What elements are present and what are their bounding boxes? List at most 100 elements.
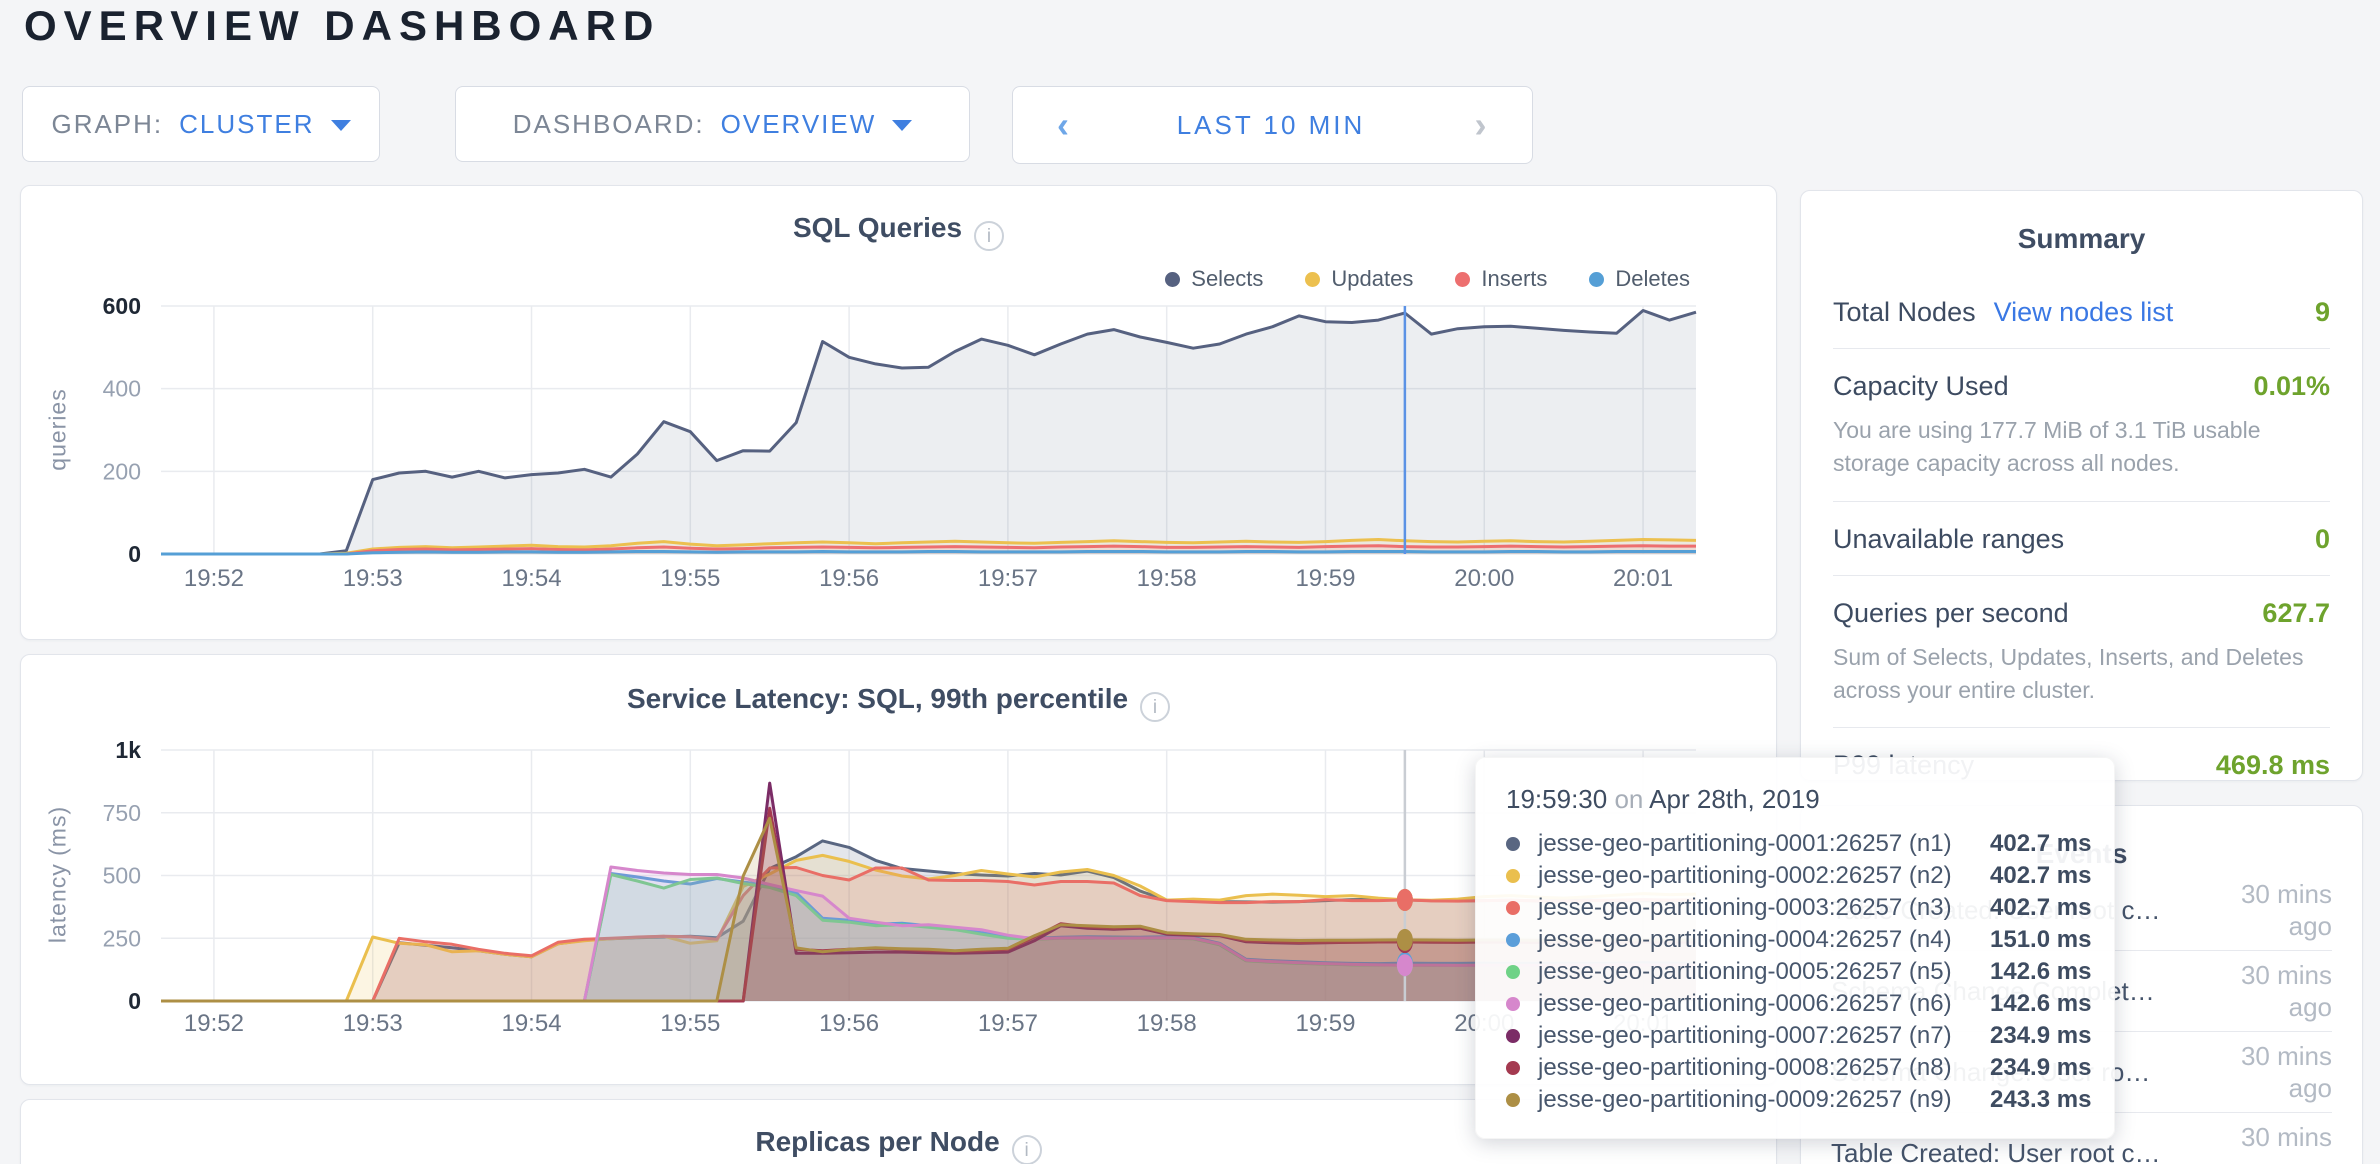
svg-text:600: 600 [103,293,141,319]
svg-text:400: 400 [103,376,141,402]
tooltip-row: jesse-geo-partitioning-0002:26257 (n2) 40… [1506,860,2114,892]
summary-value: 9 [2314,297,2330,327]
svg-text:500: 500 [103,863,141,889]
service-latency-chart-title: Service Latency: SQL, 99th percentile [626,683,1129,714]
tooltip-node-name: jesse-geo-partitioning-0007:26257 (n7) [1538,1022,1952,1049]
dashboard-dropdown-label: DASHBOARD: [512,108,705,139]
sql-queries-chart-title: SQL Queries [792,212,963,243]
legend-dot-icon [1165,271,1181,287]
tooltip-node-dot-icon [1506,997,1520,1011]
tooltip-node-dot-icon [1506,965,1520,979]
summary-row: Queries per second 627.7 Sum of Selects, U… [1833,576,2330,729]
legend-item: Selects [1165,266,1263,292]
svg-text:200: 200 [103,458,141,484]
summary-row-line: Queries per second 627.7 [1833,598,2330,629]
svg-text:250: 250 [103,925,141,951]
svg-text:0: 0 [128,541,141,567]
svg-text:19:57: 19:57 [978,1010,1038,1037]
legend-item: Deletes [1589,266,1690,292]
svg-text:19:54: 19:54 [501,1010,561,1037]
tooltip-node-value: 234.9 ms [1990,1022,2092,1049]
legend-dot-icon [1589,271,1605,287]
svg-text:19:58: 19:58 [1137,565,1197,592]
sql-queries-chart[interactable]: 19:52 19:53 19:54 19:55 19:56 19:57 19:58 19:59… [21,186,1776,639]
summary-label: Unavailable ranges [1833,523,2065,554]
tooltip-node-dot-icon [1506,1061,1520,1075]
event-time: 30 mins ago [2240,1040,2332,1104]
tooltip-row: jesse-geo-partitioning-0009:26257 (n9) 24… [1506,1084,2114,1116]
chart-title-row: Replicas per Node i [21,1126,1776,1164]
tooltip-rows: jesse-geo-partitioning-0001:26257 (n1) 40… [1506,828,2114,1116]
time-range-button[interactable]: LAST 10 MIN [1113,87,1429,163]
summary-value: 627.7 [2262,597,2330,628]
tooltip-time: 19:59:30 [1506,784,1608,814]
summary-row-line: Total Nodes View nodes list 9 [1833,297,2330,328]
summary-rows: Total Nodes View nodes list 9 Capacity Used… [1801,255,2362,801]
summary-row: Unavailable ranges 0 [1833,502,2330,576]
tooltip-node-dot-icon [1506,901,1520,915]
tooltip-node-name: jesse-geo-partitioning-0005:26257 (n5) [1538,958,1952,985]
legend-label: Deletes [1615,266,1690,291]
tooltip-on: on [1614,784,1644,814]
time-next-button[interactable]: › [1429,87,1532,163]
tooltip-row: jesse-geo-partitioning-0001:26257 (n1) 40… [1506,828,2114,860]
graph-dropdown-value: CLUSTER [179,108,315,139]
tooltip-node-name: jesse-geo-partitioning-0009:26257 (n9) [1538,1086,1952,1113]
tooltip-node-value: 142.6 ms [1990,958,2092,985]
summary-row-line: Capacity Used 0.01% [1833,371,2330,402]
svg-text:750: 750 [103,800,141,826]
info-icon[interactable]: i [974,221,1005,251]
summary-row-line: Unavailable ranges 0 [1833,524,2330,555]
svg-text:19:55: 19:55 [660,565,720,592]
svg-text:19:52: 19:52 [184,1010,244,1037]
summary-title: Summary [2017,223,2146,254]
event-time: 30 mins ago [2240,959,2332,1023]
summary-label: Queries per second [1833,597,2069,628]
dashboard-dropdown[interactable]: DASHBOARD: OVERVIEW [455,86,970,162]
legend-label: Inserts [1481,266,1548,291]
tooltip-node-dot-icon [1506,1029,1520,1043]
svg-text:19:53: 19:53 [343,1010,403,1037]
legend-dot-icon [1305,271,1321,287]
svg-text:19:52: 19:52 [184,565,244,592]
summary-row: Capacity Used 0.01% You are using 177.7 Mi… [1833,349,2330,502]
info-icon[interactable]: i [1140,692,1171,722]
tooltip-row: jesse-geo-partitioning-0003:26257 (n3) 40… [1506,892,2114,924]
legend-item: Inserts [1455,266,1547,292]
legend-label: Selects [1191,266,1264,291]
svg-text:20:00: 20:00 [1454,565,1514,592]
tooltip-node-value: 402.7 ms [1990,830,2092,857]
tooltip-node-name: jesse-geo-partitioning-0004:26257 (n4) [1538,926,1952,953]
svg-text:19:53: 19:53 [343,565,403,592]
sql-legend: Selects Updates Inserts Deletes [1165,266,1690,292]
service-latency-chart[interactable]: 19:52 19:53 19:54 19:55 19:56 19:57 19:58 19:59… [21,655,1776,1084]
graph-dropdown-label: GRAPH: [51,108,164,139]
summary-value: 0.01% [2253,371,2330,401]
time-range-selector: ‹ LAST 10 MIN › [1012,86,1533,164]
summary-panel: Summary Total Nodes View nodes list 9 Capac… [1800,190,2363,781]
tooltip-node-value: 243.3 ms [1990,1086,2092,1113]
tooltip-row: jesse-geo-partitioning-0008:26257 (n8) 23… [1506,1052,2114,1084]
legend-dot-icon [1455,271,1471,287]
view-nodes-list-link[interactable]: View nodes list [1993,297,2174,327]
tooltip-node-value: 402.7 ms [1990,862,2092,889]
summary-subtext: You are using 177.7 MiB of 3.1 TiB usabl… [1833,417,2261,477]
svg-text:19:59: 19:59 [1295,565,1355,592]
svg-text:20:01: 20:01 [1613,565,1673,592]
chart-title-row: SQL Queries i [21,212,1776,251]
time-prev-button[interactable]: ‹ [1013,87,1113,163]
tooltip-node-name: jesse-geo-partitioning-0001:26257 (n1) [1538,830,1952,857]
tooltip-node-name: jesse-geo-partitioning-0008:26257 (n8) [1538,1054,1952,1081]
tooltip-node-value: 151.0 ms [1990,926,2092,953]
graph-dropdown[interactable]: GRAPH: CLUSTER [22,86,380,162]
svg-text:19:56: 19:56 [819,565,879,592]
chart-title-row: Service Latency: SQL, 99th percentile i [21,683,1776,722]
tooltip-node-value: 402.7 ms [1990,894,2092,921]
chevron-down-icon [892,120,913,131]
tooltip-row: jesse-geo-partitioning-0005:26257 (n5) 14… [1506,956,2114,988]
event-time: 30 mins ago [2240,878,2332,942]
tooltip-node-dot-icon [1506,837,1520,851]
tooltip-node-value: 234.9 ms [1990,1054,2092,1081]
tooltip-node-name: jesse-geo-partitioning-0006:26257 (n6) [1538,990,1952,1017]
info-icon[interactable]: i [1011,1135,1042,1164]
